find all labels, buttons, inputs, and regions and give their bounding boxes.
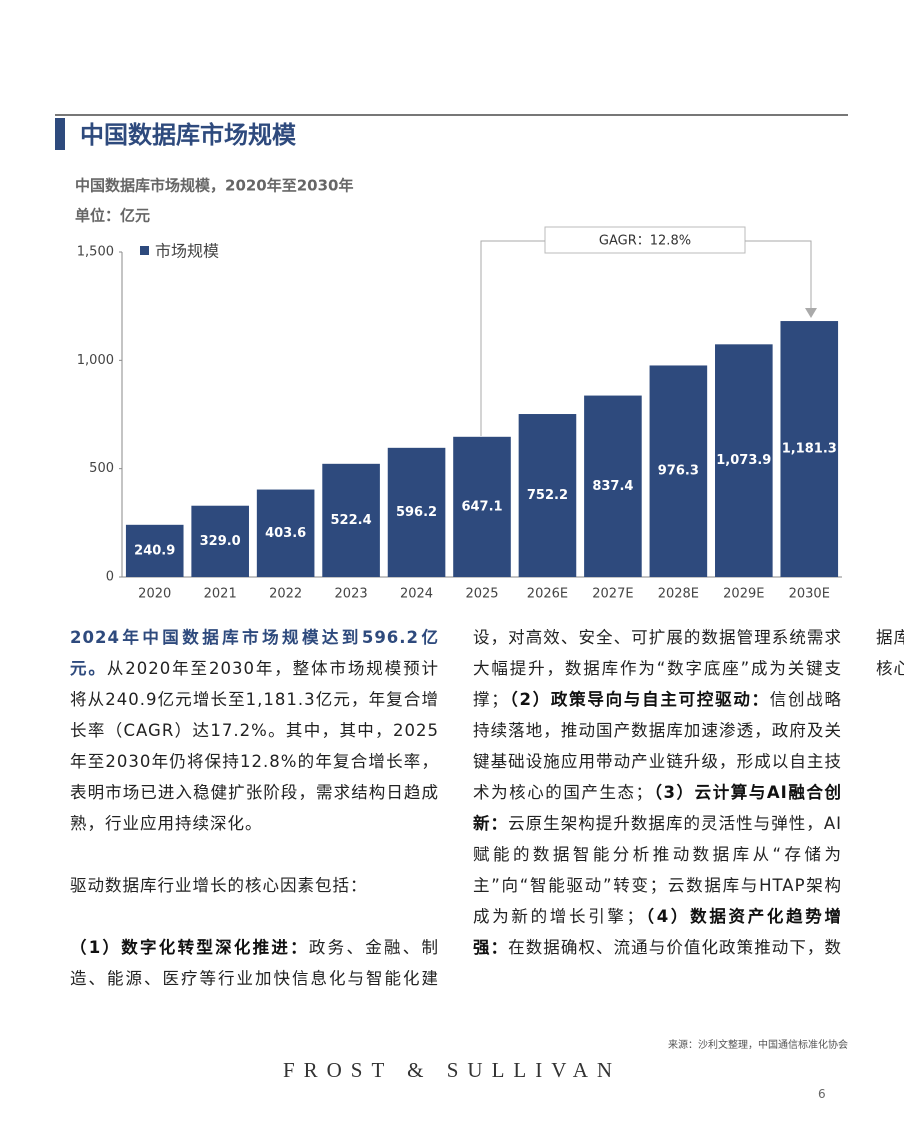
- connector: [480, 240, 545, 436]
- emphasis-text: （1）数字化转型深化推进：: [70, 938, 309, 957]
- x-tick-label: 2020: [138, 587, 171, 602]
- bar: [649, 365, 708, 577]
- chart-subtitle: 单位：亿元: [75, 207, 150, 225]
- legend-swatch: [140, 246, 149, 255]
- bar: [453, 436, 511, 577]
- bar: [322, 463, 380, 577]
- emphasis-text: （3）云计算与AI融合创新：: [473, 783, 843, 833]
- y-tick-label: 500: [89, 461, 114, 476]
- value-label: 403.6: [265, 526, 306, 541]
- x-tick-label: 2022: [269, 587, 302, 602]
- annotation-box: [544, 226, 746, 254]
- value-label: 1,073.9: [716, 453, 771, 468]
- emphasis-text: 2024年中国数据库市场规模达到596.2亿元。: [70, 628, 439, 678]
- legend-label: 市场规模: [155, 242, 219, 261]
- x-tick-label: 2027E: [592, 587, 633, 602]
- value-label: 647.1: [461, 499, 502, 514]
- text: 政务、金融、制造、能源、医疗等行业加快信息化与智能化建设，对高效、安全、可扩展的…: [70, 628, 842, 988]
- y-tick-label: 1,000: [77, 353, 114, 368]
- text: 从2020年至2030年，整体市场规模预计将从240.9亿元增长至1,181.3…: [70, 659, 440, 833]
- x-tick-label: 2023: [335, 587, 368, 602]
- bar: [125, 524, 184, 577]
- body-text: 2024年中国数据库市场规模达到596.2亿元。从2020年至2030年，整体市…: [70, 622, 904, 1014]
- bar: [715, 344, 773, 577]
- x-tick-label: 2024: [400, 587, 433, 602]
- emphasis-text: （2）政策导向与自主可控驱动：: [508, 690, 770, 709]
- value-label: 1,181.3: [782, 442, 837, 457]
- bar: [191, 505, 249, 577]
- value-label: 329.0: [200, 534, 241, 549]
- value-label: 752.2: [527, 488, 568, 503]
- text: 信创战略持续落地，推动国产数据库加速渗透，政府及关键基础设施应用带动产业链升级，…: [473, 690, 843, 802]
- text: 驱动数据库行业增长的核心因素包括：: [70, 876, 368, 895]
- bar: [780, 321, 839, 577]
- x-tick-label: 2021: [204, 587, 237, 602]
- arrow-head: [805, 308, 817, 318]
- bar: [584, 395, 642, 577]
- x-tick-label: 2029E: [723, 587, 764, 602]
- logo: FROST & SULLIVAN: [282, 1058, 622, 1082]
- x-tick-label: 2025: [465, 587, 498, 602]
- value-label: 976.3: [658, 464, 699, 479]
- annotation: GAGR：12.8%: [599, 234, 691, 249]
- source: 来源：沙利文整理，中国通信标准化协会: [668, 1040, 848, 1051]
- x-tick-label: 2026E: [527, 587, 568, 602]
- value-label: 240.9: [134, 543, 175, 558]
- paragraph: 2024年中国数据库市场规模达到596.2亿元。从2020年至2030年，整体市…: [70, 622, 439, 839]
- value-label: 522.4: [331, 513, 372, 528]
- page-title: 中国数据库市场规模: [80, 121, 297, 149]
- y-tick-label: 0: [106, 570, 114, 585]
- x-tick-label: 2028E: [658, 587, 699, 602]
- paragraph: 驱动数据库行业增长的核心因素包括：: [70, 870, 439, 901]
- bar: [387, 447, 446, 577]
- y-tick-label: 1,500: [77, 245, 114, 260]
- value-label: 837.4: [592, 479, 633, 494]
- x-tick-label: 2030E: [789, 587, 830, 602]
- connector: [745, 240, 812, 310]
- emphasis-text: （4）数据资产化趋势增强：: [473, 907, 843, 957]
- chart-title: 中国数据库市场规模，2020年至2030年: [75, 177, 354, 195]
- value-label: 596.2: [396, 505, 437, 520]
- text: 云原生架构提升数据库的灵活性与弹性，AI赋能的数据智能分析推动数据库从“存储为主…: [473, 814, 843, 926]
- text: 在数据确权、流通与价值化政策推动下，数据库从信息存储工具转变为数据要素价值实现的…: [508, 628, 904, 957]
- page-number: 6: [818, 1087, 826, 1101]
- title-marker: [55, 118, 65, 150]
- paragraph: （1）数字化转型深化推进：政务、金融、制造、能源、医疗等行业加快信息化与智能化建…: [70, 622, 904, 1014]
- bar: [518, 414, 577, 577]
- chart: 中国数据库市场规模 中国数据库市场规模，2020年至2030年 单位：亿元 GA…: [55, 114, 848, 602]
- bar: [256, 489, 315, 577]
